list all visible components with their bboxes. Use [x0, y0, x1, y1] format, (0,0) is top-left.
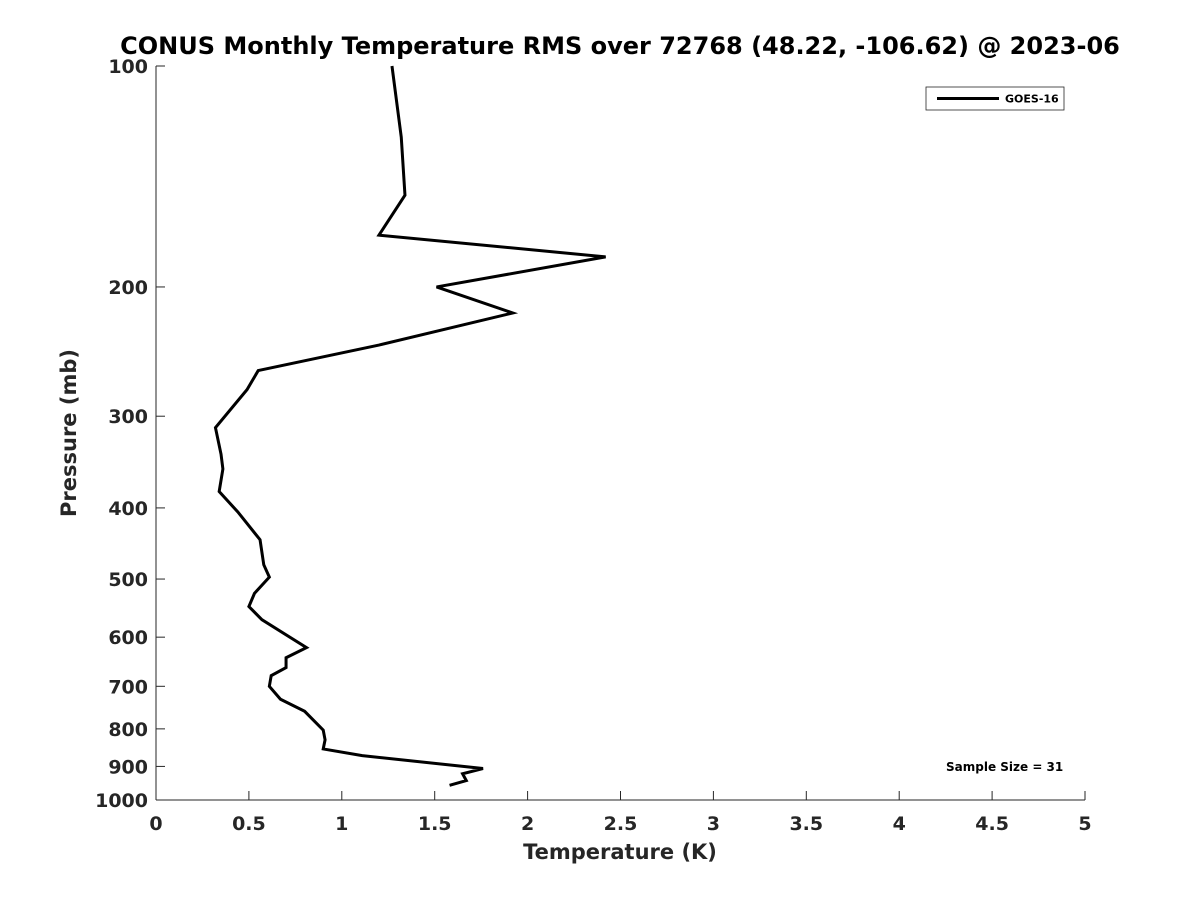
- legend: GOES-16: [925, 86, 1065, 111]
- series-group: [213, 65, 606, 787]
- x-tick-label: 4: [893, 813, 906, 835]
- x-axis-label: Temperature (K): [523, 840, 717, 864]
- chart-title: CONUS Monthly Temperature RMS over 72768…: [120, 32, 1120, 60]
- y-axis: 100 200 300 400 500 600 700 800 900 1000: [95, 56, 165, 812]
- y-tick-label: 700: [108, 676, 148, 698]
- sample-size-annotation: Sample Size = 31: [946, 760, 1063, 774]
- x-axis: 0 0.5 1 1.5 2 2.5 3 3.5 4 4.5 5: [149, 791, 1092, 835]
- y-tick-label: 200: [108, 277, 148, 299]
- legend-label-goes-16: GOES-16: [1005, 93, 1059, 106]
- x-tick-label: 5: [1078, 813, 1091, 835]
- y-tick-label: 500: [108, 569, 148, 591]
- y-axis-label: Pressure (mb): [57, 349, 81, 517]
- y-tick-label: 1000: [95, 790, 148, 812]
- y-tick-label: 600: [108, 627, 148, 649]
- x-tick-label: 1: [335, 813, 348, 835]
- y-tick-label: 100: [108, 56, 148, 78]
- y-tick-label: 800: [108, 719, 148, 741]
- x-tick-label: 3: [707, 813, 720, 835]
- x-tick-label: 0: [149, 813, 162, 835]
- series-line-goes-16: [213, 65, 606, 787]
- y-tick-label: 300: [108, 406, 148, 428]
- x-tick-label: 2.5: [604, 813, 638, 835]
- x-tick-label: 3.5: [789, 813, 823, 835]
- y-tick-label: 400: [108, 498, 148, 520]
- x-tick-label: 1.5: [418, 813, 452, 835]
- x-tick-label: 2: [521, 813, 534, 835]
- x-tick-label: 0.5: [232, 813, 266, 835]
- y-tick-label: 900: [108, 756, 148, 778]
- x-tick-label: 4.5: [975, 813, 1009, 835]
